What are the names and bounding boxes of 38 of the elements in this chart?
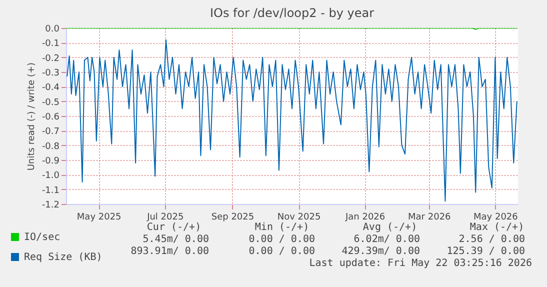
- y-tick-label: -0.2: [42, 54, 60, 64]
- y-tick-label: -1.1: [42, 186, 60, 196]
- text: 0.00 / 0.00: [248, 246, 315, 257]
- y-tick-label: 0.0: [45, 24, 60, 34]
- y-tick-label: -0.1: [42, 39, 60, 50]
- y-tick-label: -0.3: [42, 68, 60, 78]
- x-tick-label: Sep 2025: [211, 212, 254, 222]
- y-tick-label: -1.0: [42, 171, 60, 182]
- line-series: [66, 39, 518, 202]
- text: 2.56 / 0.00: [458, 234, 525, 245]
- y-tick-label: -0.9: [42, 156, 60, 166]
- x-tick-label: May 2025: [76, 212, 122, 222]
- y-tick-label: -0.4: [42, 83, 60, 94]
- text: 893.91m/ 0.00: [130, 246, 209, 257]
- x-tick-label: Jan 2026: [344, 212, 386, 222]
- x-tick-label: Jul 2025: [146, 212, 184, 222]
- text: Cur (-/+): [146, 222, 202, 233]
- y-tick-label: -0.5: [42, 98, 60, 108]
- text: 6.02m/ 0.00: [354, 234, 420, 245]
- text: 429.39m/ 0.00: [342, 246, 420, 257]
- x-tick-label: May 2026: [473, 212, 518, 222]
- text: Last update: Fri May 22 03:25:16 2026: [309, 258, 532, 269]
- y-tick-label: -0.6: [42, 112, 60, 122]
- y-tick-label: -0.8: [42, 142, 60, 152]
- x-tick-label: Nov 2025: [277, 212, 321, 222]
- text: Min (-/+): [254, 222, 310, 233]
- text: Max (-/+): [470, 222, 524, 233]
- text: 5.45m/ 0.00: [142, 234, 209, 245]
- legend-label: IO/sec: [24, 232, 60, 243]
- text: 125.39 / 0.00: [446, 246, 525, 257]
- chart-title: IOs for /dev/loop2 - by year: [210, 6, 374, 20]
- y-axis-title: Units read (-) / write (+): [26, 62, 37, 171]
- legend-label: Req Size (KB): [24, 252, 102, 263]
- text: Avg (-/+): [362, 222, 418, 233]
- x-tick-label: Mar 2026: [408, 212, 452, 222]
- y-tick-label: -1.2: [42, 200, 60, 210]
- y-tick-label: -0.7: [42, 127, 60, 138]
- text: 0.00 / 0.00: [248, 234, 315, 245]
